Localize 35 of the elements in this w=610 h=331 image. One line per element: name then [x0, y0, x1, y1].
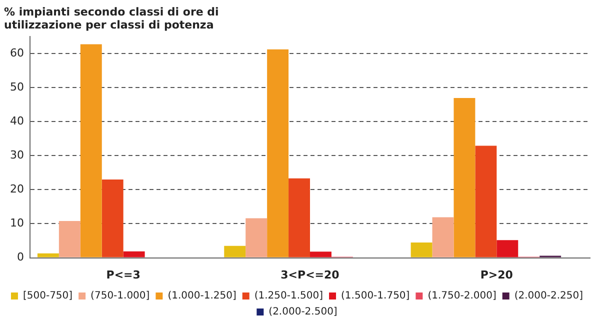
bar — [310, 252, 332, 258]
bar — [475, 146, 497, 258]
x-tick-label: P<=3 — [106, 268, 140, 282]
legend-label: [500-750] — [22, 290, 73, 302]
bar — [224, 246, 246, 258]
legend-label: (750-1.000] — [90, 290, 150, 302]
y-tick-label: 60 — [10, 46, 24, 60]
bar — [58, 221, 80, 258]
bar — [123, 251, 145, 258]
bar — [432, 217, 454, 258]
x-tick-label: 3<P<=20 — [280, 268, 340, 282]
bar — [410, 242, 432, 258]
bar — [102, 179, 124, 258]
legend-label: (1.750-2.000] — [428, 290, 496, 302]
legend-label: (1.250-1.500] — [254, 290, 324, 302]
bar — [37, 253, 59, 258]
legend-label: (2.000-2.250] — [514, 290, 584, 302]
x-tick-label: P>20 — [480, 268, 514, 282]
legend-label: (2.000-2.500] — [268, 306, 338, 318]
y-tick-label: 50 — [10, 80, 24, 94]
y-tick-label: 40 — [10, 114, 24, 128]
bar — [246, 218, 268, 258]
bar — [454, 98, 476, 258]
y-tick-label: 10 — [10, 216, 24, 230]
y-tick-label: 0 — [16, 250, 24, 264]
legend-label: (1.500-1.750] — [341, 290, 410, 302]
bar — [267, 49, 289, 258]
text: utilizzazione per classi di potenza — [4, 18, 214, 32]
legend-label: (1.000-1.250] — [168, 290, 236, 302]
text: % impianti secondo classi di ore di — [4, 5, 219, 18]
y-tick-label: 20 — [10, 182, 24, 196]
y-tick-label: 30 — [10, 148, 24, 162]
bar — [496, 240, 518, 258]
bar — [288, 178, 310, 258]
bar — [80, 44, 102, 258]
